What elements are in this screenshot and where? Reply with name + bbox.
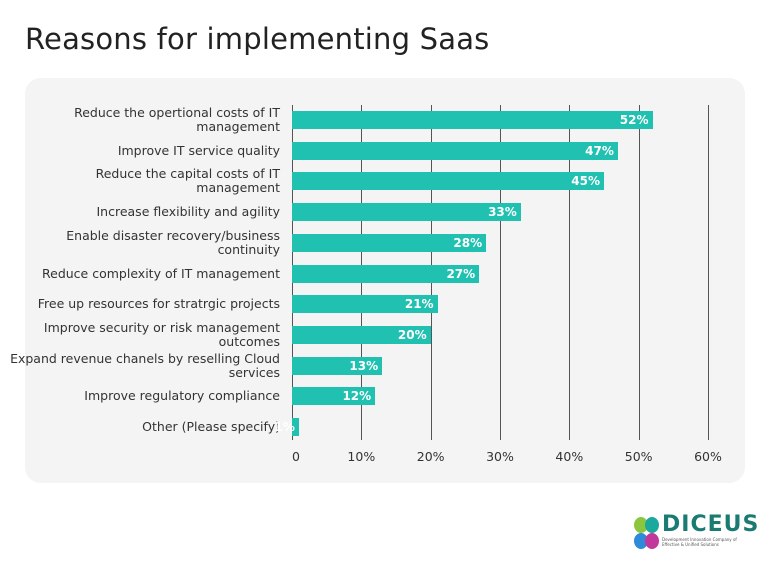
bar: 47% (292, 141, 618, 160)
data-label: 12% (342, 389, 372, 404)
bar: 28% (292, 233, 487, 252)
grid-line (500, 105, 501, 440)
logo-name: DICEUS (662, 512, 760, 537)
y-tick-label: Other (Please specify) (142, 419, 280, 434)
bar: 12% (292, 387, 376, 406)
logo-tagline: Development Innovation Company of Effect… (662, 537, 737, 547)
grid-line (638, 105, 640, 440)
bar: 27% (292, 264, 480, 283)
data-label: 45% (571, 174, 600, 189)
bar: 21% (292, 295, 438, 314)
y-tick-label: Free up resources for stratrgic projects (37, 296, 280, 312)
grid-line (569, 105, 571, 440)
bar: 33% (292, 203, 521, 222)
y-tick-label: Improve regulatory compliance (84, 388, 280, 404)
x-tick-label: 30% (486, 449, 514, 464)
x-tick-label: 10% (347, 449, 376, 464)
bar: 52% (292, 111, 653, 129)
data-label: 21% (404, 297, 434, 312)
y-tick-label: Expand revenue chanels by reselling Clou… (10, 350, 280, 380)
x-tick-label: 60% (694, 449, 722, 464)
y-tick-label: Increase flexibility and agility (96, 204, 280, 220)
x-tick-label: 20% (416, 449, 445, 464)
x-tick-label: 40% (555, 449, 584, 464)
data-label: 47% (585, 143, 614, 158)
data-label: 1% (274, 420, 295, 434)
data-label: 33% (488, 205, 517, 220)
data-label: 20% (397, 327, 427, 342)
x-tick-label: 0 (292, 449, 300, 464)
data-label: 52% (619, 113, 649, 127)
bar: 45% (292, 172, 604, 191)
y-tick-label: Improve security or risk management outc… (43, 319, 280, 349)
data-label: 27% (446, 266, 476, 281)
grid-line (708, 105, 709, 440)
y-tick-label: Reduce complexity of IT management (42, 265, 280, 281)
bar: 20% (292, 325, 431, 344)
data-label: 13% (349, 358, 379, 373)
bar: 13% (292, 356, 383, 375)
y-tick-label: Reduce the opertional costs of IT manage… (74, 105, 280, 134)
x-tick-label: 50% (624, 449, 653, 464)
chart-title: Reasons for implementing Saas (25, 22, 490, 56)
bar: 1% (275, 418, 299, 436)
data-label: 28% (453, 235, 483, 250)
y-tick-label: Improve IT service quality (117, 142, 280, 158)
y-tick-label: Reduce the capital costs of IT managemen… (95, 166, 280, 196)
y-tick-label: Enable disaster recovery/business contin… (66, 227, 280, 257)
logo: DICEUS Development Innovation Company of… (632, 512, 758, 554)
logo-icon (634, 517, 659, 549)
